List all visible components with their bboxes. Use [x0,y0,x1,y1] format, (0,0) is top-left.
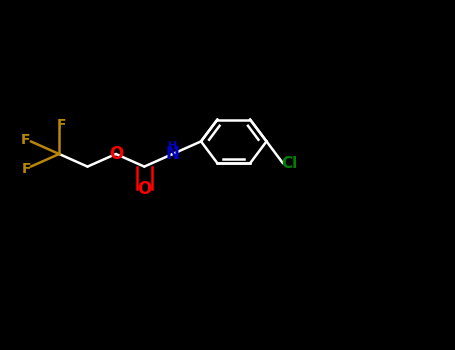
Text: O: O [137,180,152,198]
Text: F: F [21,162,31,176]
Text: H: H [168,141,177,151]
Text: N: N [166,145,180,163]
Text: F: F [57,118,66,132]
Text: F: F [20,133,30,147]
Text: Cl: Cl [282,156,298,171]
Text: O: O [109,145,123,163]
